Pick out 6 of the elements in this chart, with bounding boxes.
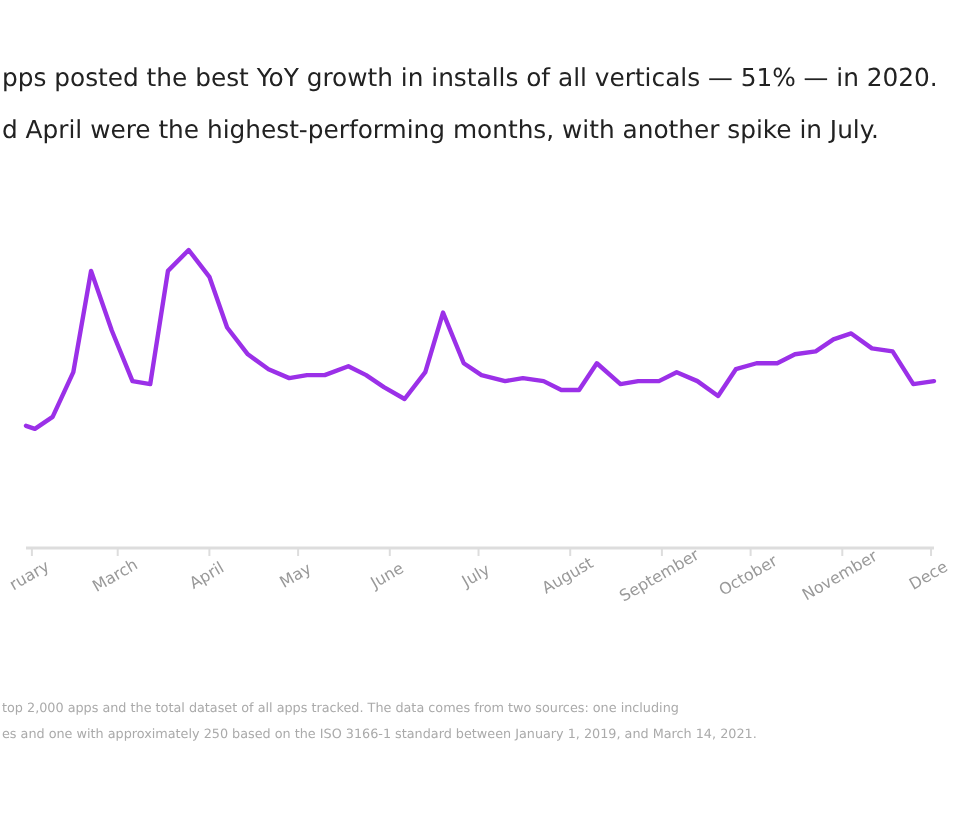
- chart-subtitle: d April were the highest-performing months, with another spike in July.: [2, 114, 879, 144]
- x-tick-label: Dece: [906, 557, 951, 594]
- x-tick-label: May: [276, 559, 315, 592]
- x-tick-label: July: [457, 560, 494, 592]
- chart-title: pps posted the best YoY growth in installs of all verticals — 51% — in 2020.: [2, 62, 938, 92]
- x-tick-label: June: [365, 559, 408, 594]
